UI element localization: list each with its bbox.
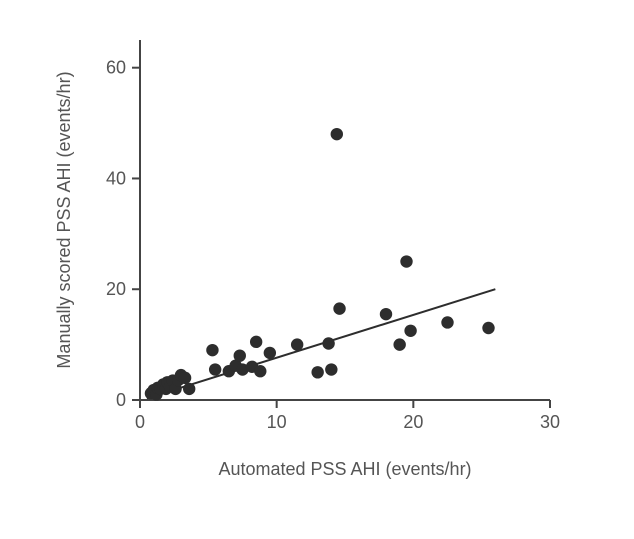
x-tick-label: 10 — [267, 412, 287, 432]
data-point — [254, 365, 266, 377]
y-tick-label: 0 — [116, 390, 126, 410]
regression-line — [147, 289, 496, 398]
data-point — [393, 338, 405, 350]
data-point — [441, 316, 453, 328]
data-point — [264, 347, 276, 359]
data-point — [333, 302, 345, 314]
x-tick-label: 20 — [403, 412, 423, 432]
data-point — [380, 308, 392, 320]
data-point — [322, 337, 334, 349]
data-point — [331, 128, 343, 140]
data-point — [209, 363, 221, 375]
data-point — [291, 338, 303, 350]
data-point — [311, 366, 323, 378]
data-point — [183, 383, 195, 395]
x-tick-label: 30 — [540, 412, 560, 432]
y-tick-label: 40 — [106, 168, 126, 188]
data-point — [234, 349, 246, 361]
y-tick-label: 60 — [106, 58, 126, 78]
x-tick-label: 0 — [135, 412, 145, 432]
x-axis-label: Automated PSS AHI (events/hr) — [218, 459, 471, 479]
data-point — [400, 255, 412, 267]
data-point — [482, 322, 494, 334]
scatter-chart: 0 10 20 30 0 20 40 60 Automated PSS AHI (events/… — [0, 0, 634, 539]
chart-svg: 0 10 20 30 0 20 40 60 Automated PSS AHI (events/… — [0, 0, 634, 539]
data-point — [404, 325, 416, 337]
data-point — [206, 344, 218, 356]
data-point — [179, 372, 191, 384]
data-point — [250, 336, 262, 348]
y-tick-label: 20 — [106, 279, 126, 299]
y-axis-label: Manually scored PSS AHI (events/hr) — [54, 71, 74, 368]
data-point — [325, 363, 337, 375]
